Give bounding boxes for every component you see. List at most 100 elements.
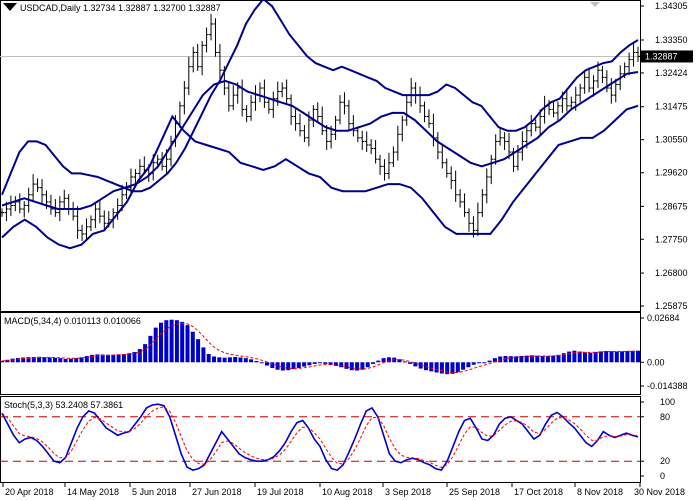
price-axis-label: 1.33350 <box>655 35 688 45</box>
stoch-axis-label: 100 <box>660 397 675 407</box>
macd-histogram-bar <box>169 319 174 363</box>
macd-histogram-bar <box>588 352 593 363</box>
macd-histogram-bar <box>0 360 4 363</box>
stoch-layer <box>0 403 640 472</box>
chart-shift-icon <box>590 2 600 7</box>
macd-histogram-bar <box>58 358 63 363</box>
macd-histogram-bar <box>132 352 137 363</box>
macd-histogram-bar <box>143 344 148 363</box>
macd-histogram-bar <box>111 354 116 363</box>
macd-histogram-bar <box>360 362 365 370</box>
price-axis-label: 1.28675 <box>655 201 688 211</box>
macd-histogram-bar <box>514 356 519 363</box>
price-panel-frame <box>0 0 641 312</box>
x-axis-label: 3 Sep 2018 <box>385 487 431 497</box>
price-axis-label: 1.32424 <box>655 68 688 78</box>
macd-signal-line <box>1 322 639 374</box>
macd-histogram-bar <box>270 362 275 369</box>
price-axis-label: 1.25875 <box>655 301 688 311</box>
macd-histogram-bar <box>153 327 158 363</box>
macd-histogram-bar <box>482 362 487 364</box>
macd-histogram-bar <box>212 356 216 363</box>
macd-histogram-bar <box>318 362 322 364</box>
macd-histogram-bar <box>254 360 259 363</box>
macd-histogram-bar <box>439 362 444 374</box>
macd-axis-label: 0.00 <box>647 357 665 367</box>
macd-histogram-bar <box>100 354 105 363</box>
macd-histogram-bar <box>201 347 206 363</box>
price-axis-label: 1.29620 <box>655 168 688 178</box>
macd-histogram-bar <box>121 354 126 363</box>
macd-histogram-bar <box>307 362 312 366</box>
macd-histogram-bar <box>233 356 238 363</box>
macd-histogram-bar <box>620 351 625 363</box>
macd-histogram-bar <box>286 362 291 371</box>
macd-histogram-bar <box>280 362 285 371</box>
macd-histogram-bar <box>127 353 132 363</box>
macd-histogram-bar <box>302 362 307 367</box>
macd-histogram-bar <box>418 362 423 369</box>
price-axis-label: 1.26800 <box>655 268 688 278</box>
macd-histogram-bar <box>275 362 280 370</box>
macd-histogram-bar <box>68 358 73 363</box>
macd-histogram-bar <box>148 335 153 363</box>
macd-histogram-bar <box>408 362 413 364</box>
macd-histogram-bar <box>90 354 95 363</box>
macd-histogram-bar <box>106 354 110 363</box>
macd-histogram-bar <box>344 362 349 369</box>
macd-histogram-bar <box>386 357 391 363</box>
macd-histogram-bar <box>217 357 222 363</box>
x-axis-label: 10 Aug 2018 <box>322 487 373 497</box>
macd-histogram-bar <box>328 362 333 365</box>
macd-histogram-bar <box>159 322 163 363</box>
macd-histogram-bar <box>630 350 635 363</box>
macd-histogram-bar <box>455 362 460 373</box>
macd-histogram-bar <box>402 361 407 363</box>
x-axis-label: 17 Oct 2018 <box>514 487 563 497</box>
stoch-axis-label: 20 <box>660 456 670 466</box>
macd-histogram-bar <box>339 362 344 368</box>
x-axis-label: 5 Jun 2018 <box>132 487 177 497</box>
macd-histogram-bar <box>397 359 402 363</box>
macd-histogram-bar <box>21 357 26 363</box>
macd-histogram-bar <box>53 357 57 363</box>
stoch-d-line <box>1 406 639 469</box>
macd-histogram-bar <box>445 362 450 375</box>
bollinger-upper-band <box>1 0 639 196</box>
current-price-label: 1.32887 <box>645 51 678 61</box>
x-axis-label: 14 May 2018 <box>67 487 119 497</box>
macd-histogram-bar <box>508 356 513 363</box>
macd-title: MACD(5,34,4) 0.010113 0.010066 <box>4 316 141 326</box>
macd-histogram-bar <box>180 321 185 363</box>
axis-layer: 1.34305 1.33350 1.32424 1.31475 1.30550 1.296… <box>2 1 693 497</box>
stoch-k-line <box>1 403 639 472</box>
price-axis-label: 1.34305 <box>655 1 688 11</box>
macd-histogram-bar <box>312 362 317 364</box>
macd-histogram-bar <box>333 362 338 366</box>
macd-histogram-bar <box>296 362 301 369</box>
x-axis-label: 25 Sep 2018 <box>449 487 500 497</box>
macd-histogram-bar <box>15 357 20 363</box>
macd-histogram-bar <box>556 354 561 363</box>
macd-histogram-bar <box>551 355 556 363</box>
macd-histogram-bar <box>47 357 52 363</box>
macd-histogram-bar <box>413 362 418 367</box>
macd-histogram-bar <box>492 358 497 363</box>
macd-histogram-bar <box>63 358 68 363</box>
macd-histogram-bar <box>604 351 609 363</box>
macd-histogram-bar <box>614 351 619 363</box>
macd-histogram-bar <box>376 360 381 363</box>
macd-histogram-bar <box>636 350 640 363</box>
stoch-title: Stoch(5,3,3) 53.2408 57.3861 <box>4 400 123 410</box>
macd-histogram-bar <box>487 360 492 363</box>
price-axis-label: 1.30550 <box>655 135 688 145</box>
macd-histogram-bar <box>243 358 248 363</box>
macd-histogram-bar <box>434 362 439 373</box>
stoch-panel-frame <box>0 396 641 483</box>
macd-histogram-bar <box>259 362 264 364</box>
current-price-badge <box>641 50 693 63</box>
price-layer <box>0 0 640 250</box>
macd-histogram-bar <box>116 354 121 363</box>
